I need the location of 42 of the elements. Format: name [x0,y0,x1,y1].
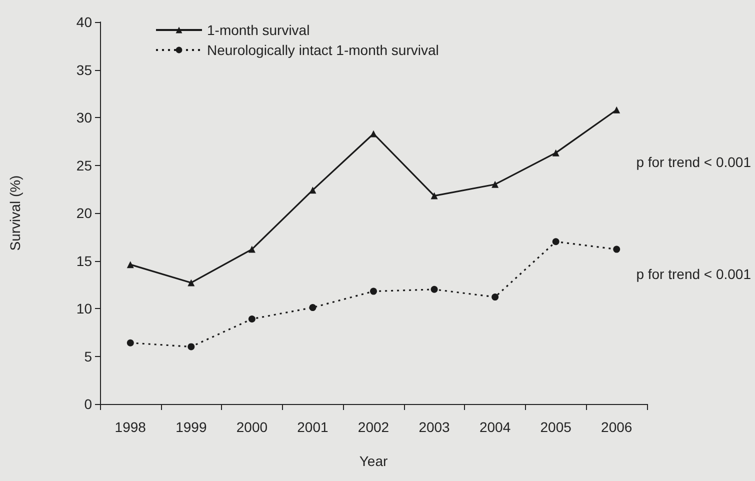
x-tick-label: 2006 [601,419,632,435]
y-tick-label: 5 [84,348,92,364]
point [613,106,620,114]
point [126,261,134,268]
x-tick-label: 2002 [358,419,390,435]
x-axis-title: Year [359,453,388,469]
point [309,186,316,194]
y-tick-label: 35 [76,62,92,78]
point [430,192,438,200]
x-tick-label: 2001 [297,419,328,435]
legend-label: 1-month survival [207,22,310,38]
x-tick-label: 1998 [114,419,146,435]
x-tick-label: 2003 [418,419,450,435]
point [430,286,438,293]
point [552,238,560,246]
point [188,343,195,350]
point [370,288,377,295]
annotation: p for trend < 0.001 [636,154,752,170]
point [613,246,620,253]
y-tick-label: 0 [84,396,92,412]
y-tick-label: 15 [76,252,92,269]
point [248,246,256,253]
point [552,149,560,156]
x-tick-label: 2005 [540,419,572,435]
y-tick-label: 40 [76,14,92,30]
point [309,304,316,312]
x-tick-label: 2004 [479,419,511,435]
x-tick-label: 2000 [236,419,268,435]
point [492,180,499,188]
point [188,279,195,286]
legend-label: Neurologically intact 1-month survival [207,42,439,58]
point [492,294,499,301]
y-axis-title: Survival (%) [7,175,23,251]
annotation: p for trend < 0.001 [636,266,752,282]
y-tick-label: 30 [76,110,92,126]
y-tick-label: 20 [76,205,92,221]
x-tick-label: 1999 [176,419,207,435]
point [126,339,134,346]
point [248,316,256,323]
point [370,130,377,138]
y-tick-label: 10 [76,300,92,316]
y-tick-label: 25 [76,157,92,174]
